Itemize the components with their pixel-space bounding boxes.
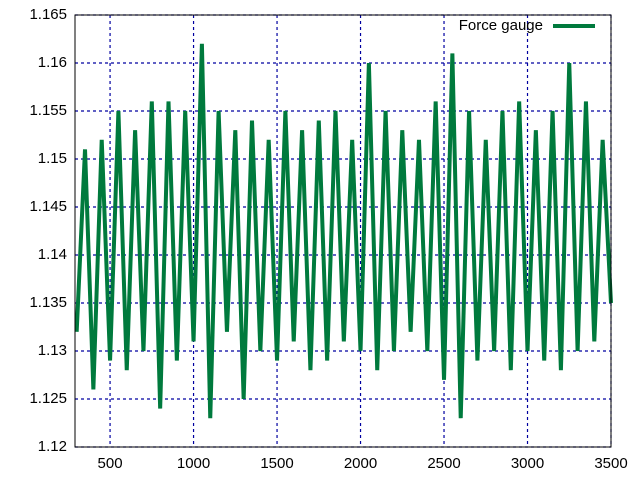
- y-tick-label: 1.15: [38, 150, 67, 167]
- x-tick-label: 500: [98, 455, 123, 472]
- plot-border: [74, 14, 612, 448]
- y-tick-label: 1.14: [38, 246, 67, 263]
- y-tick-label: 1.125: [29, 390, 67, 407]
- legend-label: Force gauge: [459, 17, 543, 34]
- x-tick-label: 3500: [594, 455, 627, 472]
- y-tick-label: 1.145: [29, 198, 67, 215]
- y-tick-label: 1.135: [29, 294, 67, 311]
- x-tick-label: 2000: [344, 455, 377, 472]
- x-tick-label: 3000: [511, 455, 544, 472]
- x-tick-label: 1000: [177, 455, 210, 472]
- y-tick-label: 1.155: [29, 102, 67, 119]
- y-tick-label: 1.13: [38, 342, 67, 359]
- data-line: [74, 43, 613, 419]
- x-tick-label: 2500: [427, 455, 460, 472]
- x-tick-label: 1500: [260, 455, 293, 472]
- y-tick-label: 1.16: [38, 54, 67, 71]
- y-tick-label: 1.12: [38, 438, 67, 455]
- y-tick-label: 1.165: [29, 6, 67, 23]
